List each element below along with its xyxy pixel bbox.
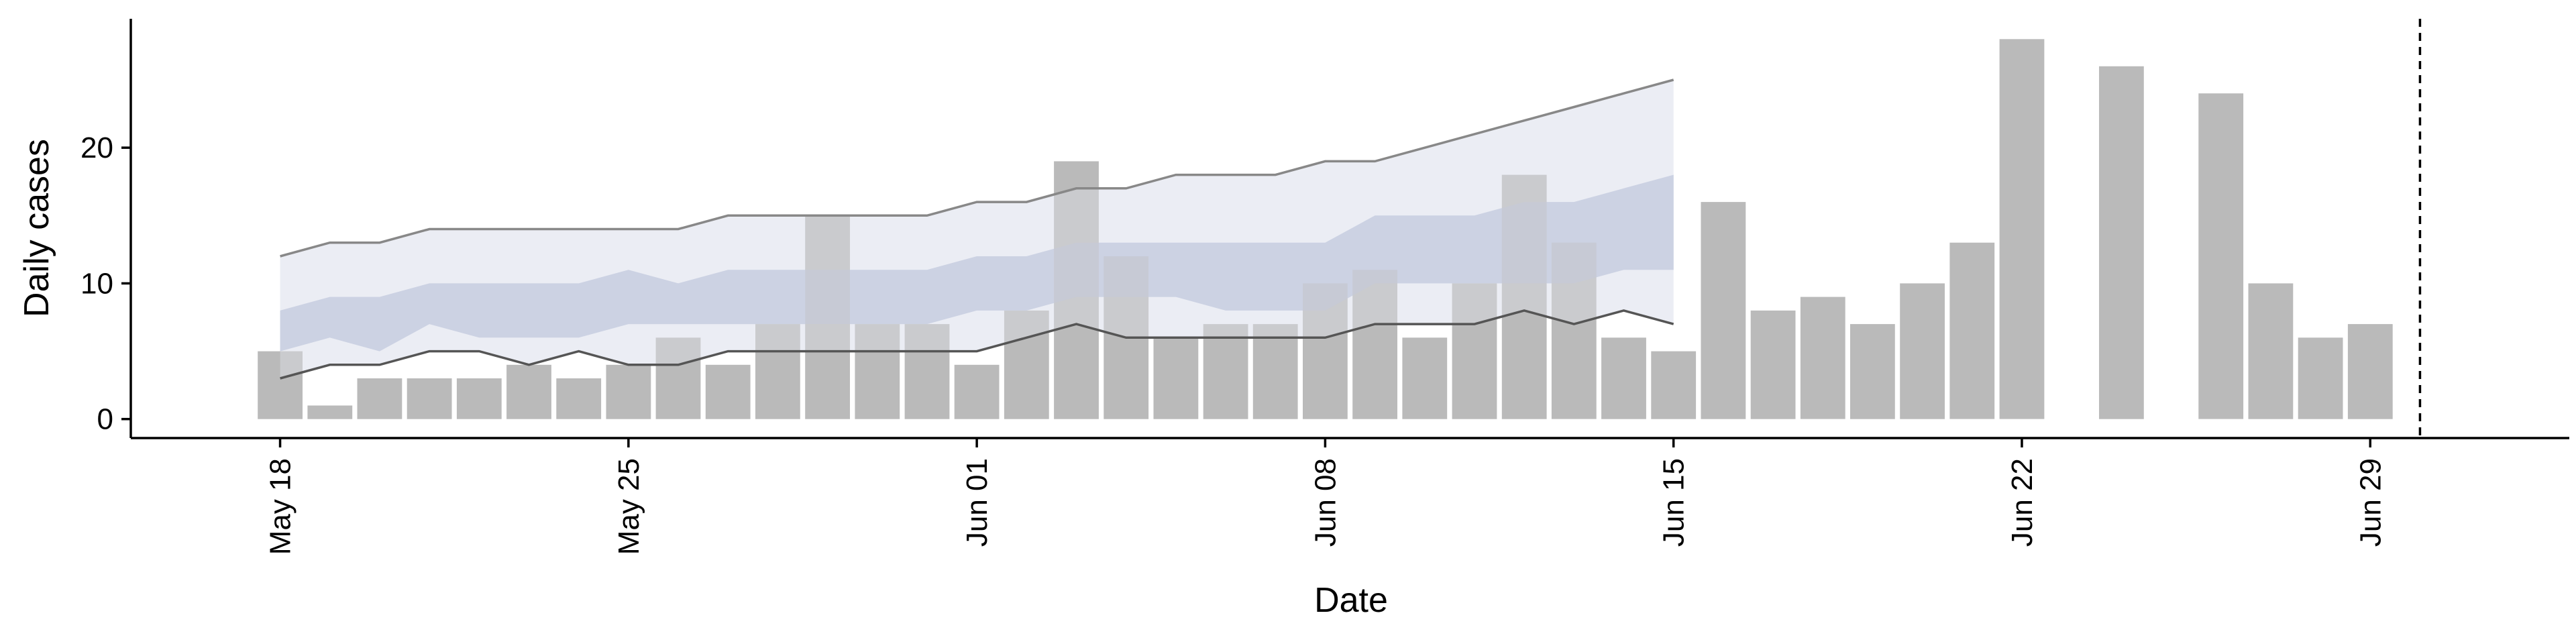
bar-2020-05-22	[456, 378, 502, 419]
y-tick-label: 10	[80, 267, 113, 300]
x-tick-label: Jun 22	[2006, 458, 2039, 547]
bar-2020-06-26	[2198, 93, 2244, 419]
bar-2020-05-20	[357, 378, 402, 419]
bar-2020-06-22	[1999, 39, 2045, 419]
y-axis-title: Daily cases	[17, 139, 56, 317]
bar-2020-06-14	[1601, 337, 1646, 419]
bar-2020-06-19	[1850, 324, 1895, 419]
bar-2020-06-06	[1203, 324, 1248, 419]
bar-2020-06-24	[2099, 66, 2144, 419]
outer-upper-bound-line	[280, 78, 1674, 258]
x-tick-label: Jun 15	[1658, 458, 1690, 547]
bar-2020-06-16	[1701, 202, 1746, 419]
bar-2020-05-29	[805, 215, 850, 419]
bar-2020-05-27	[705, 364, 751, 419]
daily-cases-bars	[258, 39, 2393, 419]
bar-2020-06-05	[1153, 337, 1199, 419]
bar-2020-05-23	[506, 364, 551, 419]
bar-2020-05-21	[407, 378, 452, 419]
bar-2020-06-11	[1452, 283, 1497, 419]
bar-2020-06-07	[1252, 324, 1298, 419]
bar-2020-06-09	[1352, 270, 1397, 419]
outer-lower-bound-line	[280, 309, 1674, 380]
x-axis-title: Date	[1314, 581, 1388, 620]
y-tick-label: 20	[80, 131, 113, 164]
bar-2020-06-18	[1800, 297, 1845, 419]
x-tick-label: Jun 29	[2354, 458, 2387, 547]
bar-2020-06-27	[2248, 283, 2294, 419]
x-tick-label: Jun 01	[961, 458, 994, 547]
bar-2020-05-25	[606, 364, 651, 419]
axes: 0 10 20 May 18 May 25 Jun 01 Jun 08 Jun 15 Jun 2…	[80, 19, 2569, 555]
bar-2020-06-13	[1551, 242, 1597, 419]
outer-projection-band-overlay	[280, 80, 1674, 378]
bar-2020-05-28	[755, 324, 800, 419]
bar-2020-05-31	[904, 324, 950, 419]
bar-2020-06-12	[1501, 174, 1547, 419]
bar-2020-06-21	[1949, 242, 1995, 419]
bar-2020-06-20	[1900, 283, 1945, 419]
bar-2020-06-10	[1402, 337, 1448, 419]
projection-bound-lines	[280, 78, 1674, 380]
bar-2020-06-01	[954, 364, 1000, 419]
inner-projection-band-overlay	[280, 174, 1674, 352]
x-tick-label: May 18	[264, 458, 297, 555]
y-tick-label: 0	[97, 403, 113, 436]
bar-2020-06-08	[1303, 283, 1348, 419]
bar-2020-05-24	[556, 378, 602, 419]
bar-2020-06-15	[1651, 351, 1697, 419]
bar-2020-06-29	[2347, 324, 2393, 419]
bar-2020-05-19	[307, 405, 353, 419]
bar-2020-05-26	[655, 337, 701, 419]
bar-2020-06-02	[1004, 310, 1049, 419]
bar-2020-05-30	[855, 324, 900, 419]
bar-2020-05-18	[258, 351, 303, 419]
bar-2020-06-03	[1054, 161, 1099, 419]
x-tick-label: Jun 08	[1309, 458, 1342, 547]
bar-2020-06-17	[1750, 310, 1796, 419]
x-tick-label: May 25	[612, 458, 645, 555]
bar-2020-06-28	[2298, 337, 2343, 419]
